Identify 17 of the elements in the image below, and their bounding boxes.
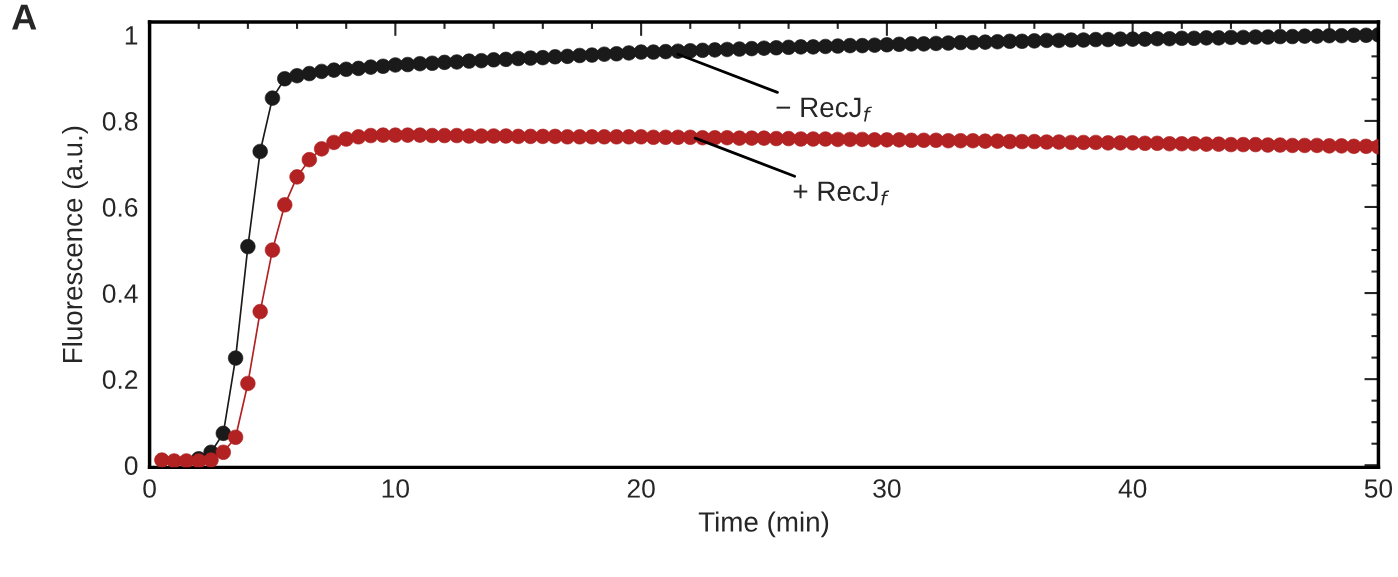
x-tick-label: 40: [1118, 479, 1147, 498]
y-tick-label: 0.6: [102, 198, 138, 217]
x-tick-label: 20: [627, 479, 655, 498]
x-tick-label: 0: [143, 479, 156, 498]
annotation: − RecJ$_{f}$: [776, 97, 872, 122]
x-axis-title: Time (min): [698, 511, 829, 538]
annotation: + RecJ$_{f}$: [793, 181, 890, 206]
y-tick-label: 0: [124, 456, 138, 476]
y-tick-label: 0.8: [102, 112, 138, 131]
x-tick-label: 30: [873, 479, 901, 498]
y-tick-label: 0.4: [102, 284, 138, 303]
x-tick-label: 10: [382, 479, 409, 498]
y-tick-label: 1: [125, 26, 138, 45]
y-tick-label: 0.2: [102, 370, 138, 389]
text: A: [12, 4, 37, 30]
y-axis-title: Fluorescence (a.u.): [62, 126, 88, 363]
x-tick-label: 50: [1364, 479, 1393, 498]
